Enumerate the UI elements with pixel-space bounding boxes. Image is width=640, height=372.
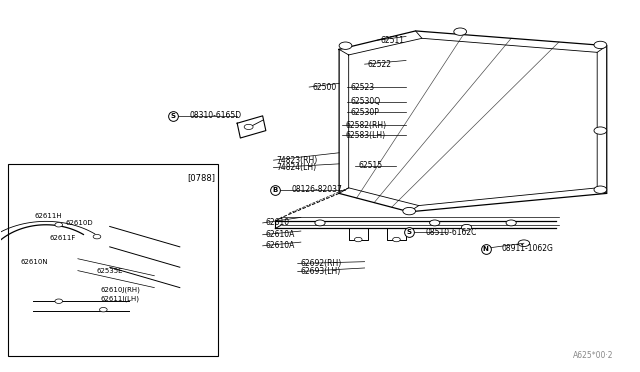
Circle shape — [244, 124, 253, 129]
Circle shape — [100, 308, 107, 312]
Text: 62611J(LH): 62611J(LH) — [100, 295, 139, 302]
Text: 62583(LH): 62583(LH) — [346, 131, 386, 140]
Bar — [8, 164, 218, 356]
Text: 62610D: 62610D — [65, 220, 93, 226]
Text: 62523: 62523 — [351, 83, 374, 92]
Text: 62693(LH): 62693(LH) — [301, 267, 341, 276]
Text: S: S — [171, 113, 176, 119]
Circle shape — [594, 41, 607, 49]
Text: 62692(RH): 62692(RH) — [301, 259, 342, 268]
Text: A625*00·2: A625*00·2 — [573, 350, 613, 359]
Text: 62582(RH): 62582(RH) — [346, 121, 387, 129]
Text: 62610N: 62610N — [20, 259, 48, 265]
Text: 74824(LH): 74824(LH) — [276, 163, 317, 172]
Circle shape — [55, 222, 63, 227]
Circle shape — [393, 237, 400, 242]
Text: 62515: 62515 — [358, 161, 382, 170]
Text: 62610: 62610 — [266, 218, 290, 227]
Text: 62610J(RH): 62610J(RH) — [100, 286, 140, 293]
Circle shape — [454, 28, 467, 35]
Text: 62611H: 62611H — [35, 212, 62, 218]
Text: 08310-6165D: 08310-6165D — [189, 111, 241, 121]
Text: N: N — [483, 246, 488, 252]
Text: 62611F: 62611F — [49, 235, 76, 241]
Text: B: B — [273, 187, 278, 193]
Circle shape — [594, 186, 607, 193]
Text: 08911-1062G: 08911-1062G — [502, 244, 554, 253]
Text: 62511: 62511 — [381, 36, 404, 45]
Circle shape — [506, 220, 516, 226]
Circle shape — [429, 220, 440, 226]
Text: 62610A: 62610A — [266, 230, 295, 239]
Text: S: S — [406, 229, 412, 235]
Circle shape — [403, 208, 415, 215]
Text: 62535E: 62535E — [97, 268, 124, 274]
Text: 62522: 62522 — [368, 60, 392, 69]
Circle shape — [461, 224, 472, 230]
Text: 62500: 62500 — [312, 83, 337, 92]
Circle shape — [315, 220, 325, 226]
Circle shape — [339, 42, 352, 49]
Text: 08510-6162C: 08510-6162C — [425, 228, 477, 237]
Text: 62610A: 62610A — [266, 241, 295, 250]
Text: 62530Q: 62530Q — [351, 97, 381, 106]
Text: 62530P: 62530P — [351, 108, 380, 117]
Text: 08126-82037: 08126-82037 — [291, 185, 342, 194]
Circle shape — [55, 299, 63, 304]
Text: [0788]: [0788] — [187, 173, 215, 182]
Circle shape — [518, 240, 530, 247]
Circle shape — [355, 237, 362, 242]
Circle shape — [594, 127, 607, 134]
Circle shape — [93, 234, 100, 239]
Text: 74823(RH): 74823(RH) — [276, 155, 318, 165]
